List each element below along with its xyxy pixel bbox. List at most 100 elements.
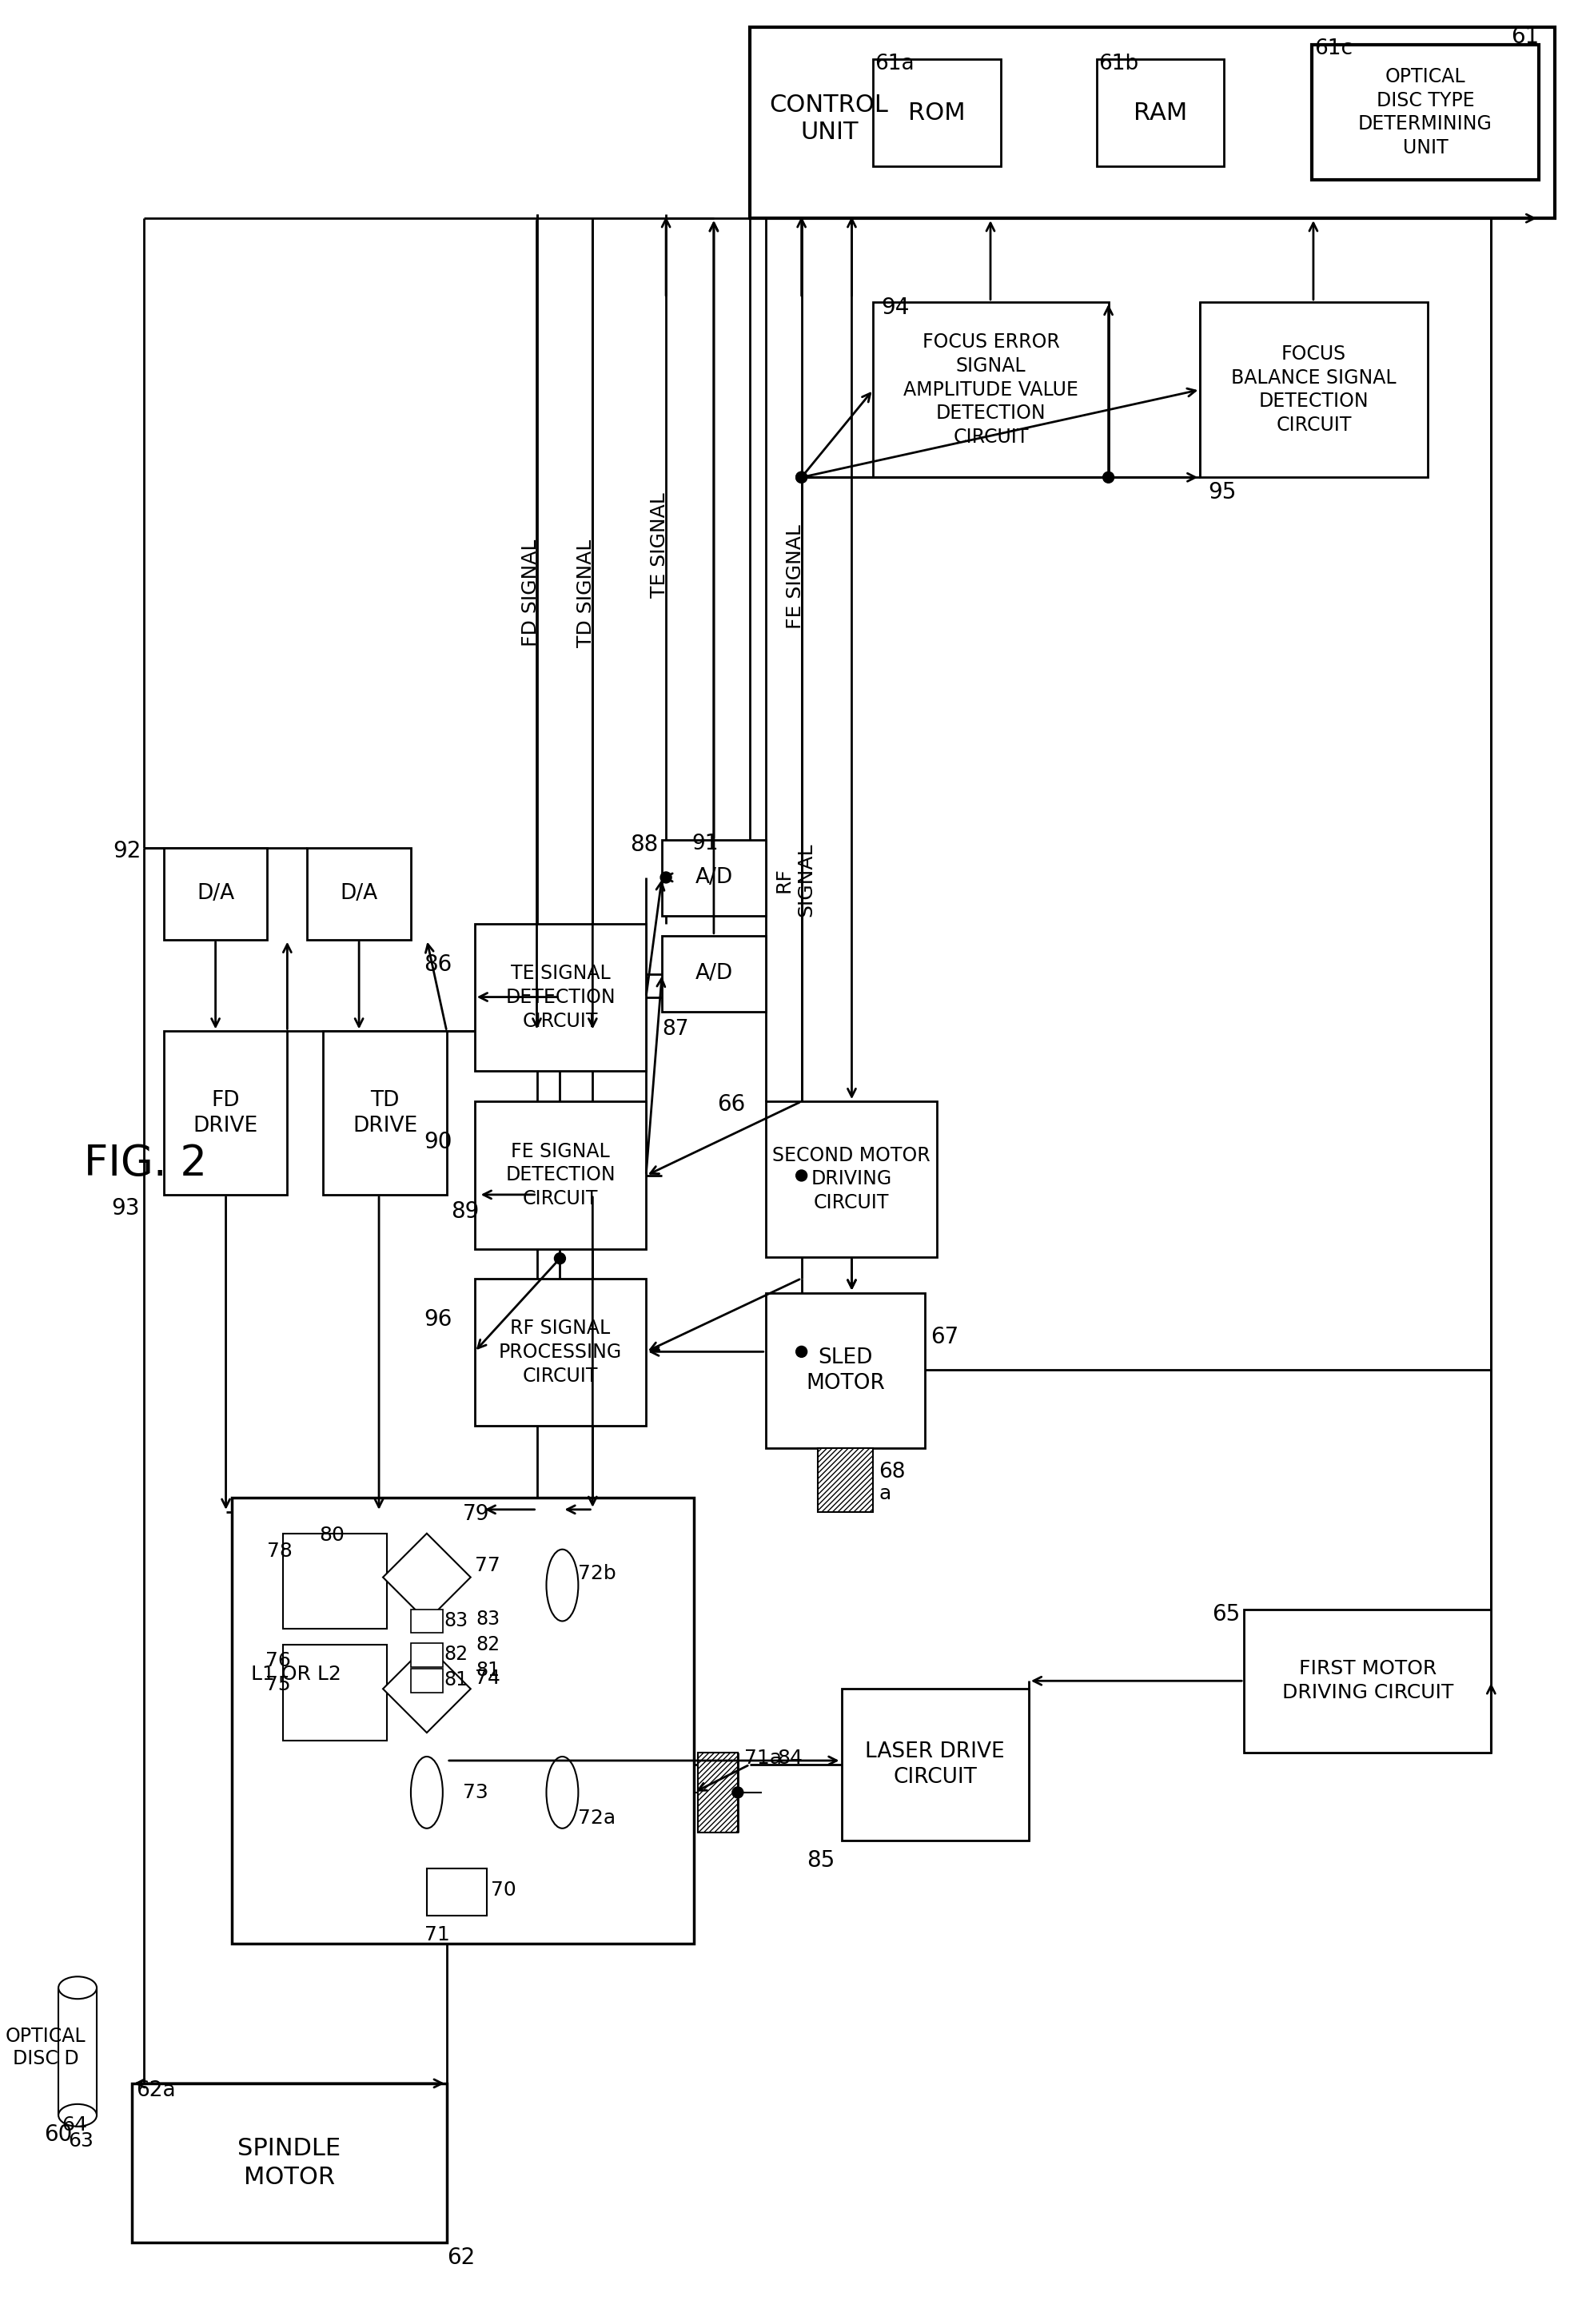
- Text: TD SIGNAL: TD SIGNAL: [576, 539, 596, 646]
- Text: 61: 61: [1510, 26, 1539, 49]
- Circle shape: [795, 1346, 806, 1357]
- Bar: [661, 937, 765, 1011]
- Text: 89: 89: [450, 1199, 479, 1222]
- Bar: [307, 848, 410, 939]
- Ellipse shape: [59, 2103, 97, 2126]
- Text: 64: 64: [62, 2115, 87, 2133]
- Text: 95: 95: [1207, 481, 1235, 504]
- Text: 84: 84: [778, 1748, 803, 1769]
- Bar: [474, 923, 646, 1071]
- Text: 61a: 61a: [875, 53, 914, 74]
- Text: 96: 96: [425, 1308, 452, 1329]
- Polygon shape: [383, 1645, 471, 1734]
- Text: 83: 83: [444, 1611, 467, 1629]
- Text: A/D: A/D: [695, 962, 733, 983]
- Text: FD SIGNAL: FD SIGNAL: [520, 539, 539, 646]
- Text: SECOND MOTOR
DRIVING
CIRCUIT: SECOND MOTOR DRIVING CIRCUIT: [771, 1146, 930, 1213]
- Text: FIRST MOTOR
DRIVING CIRCUIT: FIRST MOTOR DRIVING CIRCUIT: [1282, 1659, 1453, 1703]
- Text: 92: 92: [113, 839, 142, 862]
- Text: A/D: A/D: [695, 867, 733, 888]
- Text: OPTICAL
DISC D: OPTICAL DISC D: [5, 2027, 86, 2068]
- Bar: [873, 58, 1000, 167]
- Text: 88: 88: [630, 834, 658, 855]
- Bar: [426, 1868, 487, 1915]
- Bar: [661, 839, 765, 916]
- Text: 90: 90: [423, 1132, 452, 1153]
- Text: ROM: ROM: [908, 102, 965, 123]
- Text: 91: 91: [692, 834, 719, 855]
- Text: 77: 77: [474, 1555, 499, 1576]
- Bar: [765, 1102, 937, 1257]
- Circle shape: [795, 472, 806, 483]
- Text: 73: 73: [463, 1783, 488, 1801]
- Bar: [410, 1608, 442, 1634]
- Text: LASER DRIVE
CIRCUIT: LASER DRIVE CIRCUIT: [865, 1741, 1005, 1787]
- Text: 72b: 72b: [579, 1564, 617, 1583]
- Text: L1 OR L2: L1 OR L2: [251, 1664, 342, 1685]
- Text: TE SIGNAL
DETECTION
CIRCUIT: TE SIGNAL DETECTION CIRCUIT: [506, 964, 615, 1032]
- Text: 87: 87: [661, 1020, 688, 1041]
- Text: 82: 82: [444, 1645, 467, 1664]
- Text: 74: 74: [474, 1669, 499, 1687]
- Text: 72a: 72a: [579, 1808, 615, 1827]
- Text: FD
DRIVE: FD DRIVE: [192, 1090, 258, 1136]
- Circle shape: [731, 1787, 743, 1799]
- Text: 76: 76: [266, 1652, 291, 1671]
- Text: FOCUS ERROR
SIGNAL
AMPLITUDE VALUE
DETECTION
CIRCUIT: FOCUS ERROR SIGNAL AMPLITUDE VALUE DETEC…: [903, 332, 1078, 446]
- Text: 93: 93: [111, 1197, 140, 1220]
- Bar: [231, 1497, 693, 1943]
- Bar: [474, 1278, 646, 1427]
- Bar: [323, 1032, 447, 1195]
- Text: RAM: RAM: [1132, 102, 1186, 123]
- Text: 78: 78: [267, 1541, 293, 1562]
- Text: 63: 63: [68, 2131, 94, 2150]
- Ellipse shape: [545, 1757, 579, 1829]
- Bar: [873, 302, 1108, 476]
- Text: OPTICAL
DISC TYPE
DETERMINING
UNIT: OPTICAL DISC TYPE DETERMINING UNIT: [1358, 67, 1491, 158]
- Text: 82: 82: [475, 1636, 499, 1655]
- Text: 62: 62: [447, 2247, 475, 2268]
- Text: SPINDLE
MOTOR: SPINDLE MOTOR: [237, 2138, 340, 2189]
- Bar: [474, 1102, 646, 1248]
- Text: 68: 68: [878, 1462, 905, 1483]
- Text: 61b: 61b: [1097, 53, 1138, 74]
- Polygon shape: [383, 1534, 471, 1622]
- Text: SLED
MOTOR: SLED MOTOR: [806, 1348, 884, 1394]
- Text: 62a: 62a: [135, 2080, 175, 2101]
- Text: 71: 71: [425, 1927, 450, 1945]
- Bar: [1243, 1608, 1490, 1752]
- Circle shape: [795, 472, 806, 483]
- Text: a: a: [878, 1485, 890, 1504]
- Circle shape: [660, 872, 671, 883]
- Bar: [817, 1448, 873, 1513]
- Circle shape: [1102, 472, 1113, 483]
- Text: 83: 83: [475, 1608, 499, 1629]
- Text: 81: 81: [475, 1662, 499, 1680]
- Circle shape: [795, 1169, 806, 1181]
- Bar: [749, 28, 1553, 218]
- Bar: [1199, 302, 1426, 476]
- Text: FE SIGNAL: FE SIGNAL: [785, 525, 805, 630]
- Ellipse shape: [545, 1550, 579, 1622]
- Circle shape: [553, 1253, 564, 1264]
- Text: FOCUS
BALANCE SIGNAL
DETECTION
CIRCUIT: FOCUS BALANCE SIGNAL DETECTION CIRCUIT: [1231, 344, 1396, 435]
- Text: 79: 79: [463, 1504, 490, 1525]
- Text: RF
SIGNAL: RF SIGNAL: [774, 844, 816, 916]
- Bar: [1312, 44, 1538, 179]
- Text: 65: 65: [1212, 1604, 1239, 1624]
- Text: 81: 81: [444, 1671, 467, 1690]
- Ellipse shape: [410, 1757, 442, 1829]
- Bar: [283, 1645, 386, 1741]
- Text: 61c: 61c: [1313, 37, 1352, 58]
- Text: D/A: D/A: [340, 883, 378, 904]
- Text: 67: 67: [930, 1327, 959, 1348]
- Ellipse shape: [59, 1978, 97, 1999]
- Bar: [132, 2082, 447, 2243]
- Bar: [410, 1669, 442, 1692]
- Text: 94: 94: [881, 297, 909, 318]
- Text: FE SIGNAL
DETECTION
CIRCUIT: FE SIGNAL DETECTION CIRCUIT: [506, 1141, 615, 1208]
- Text: CONTROL
UNIT: CONTROL UNIT: [770, 93, 889, 144]
- Text: 70: 70: [490, 1880, 515, 1899]
- Text: 86: 86: [425, 953, 452, 976]
- Bar: [698, 1752, 738, 1831]
